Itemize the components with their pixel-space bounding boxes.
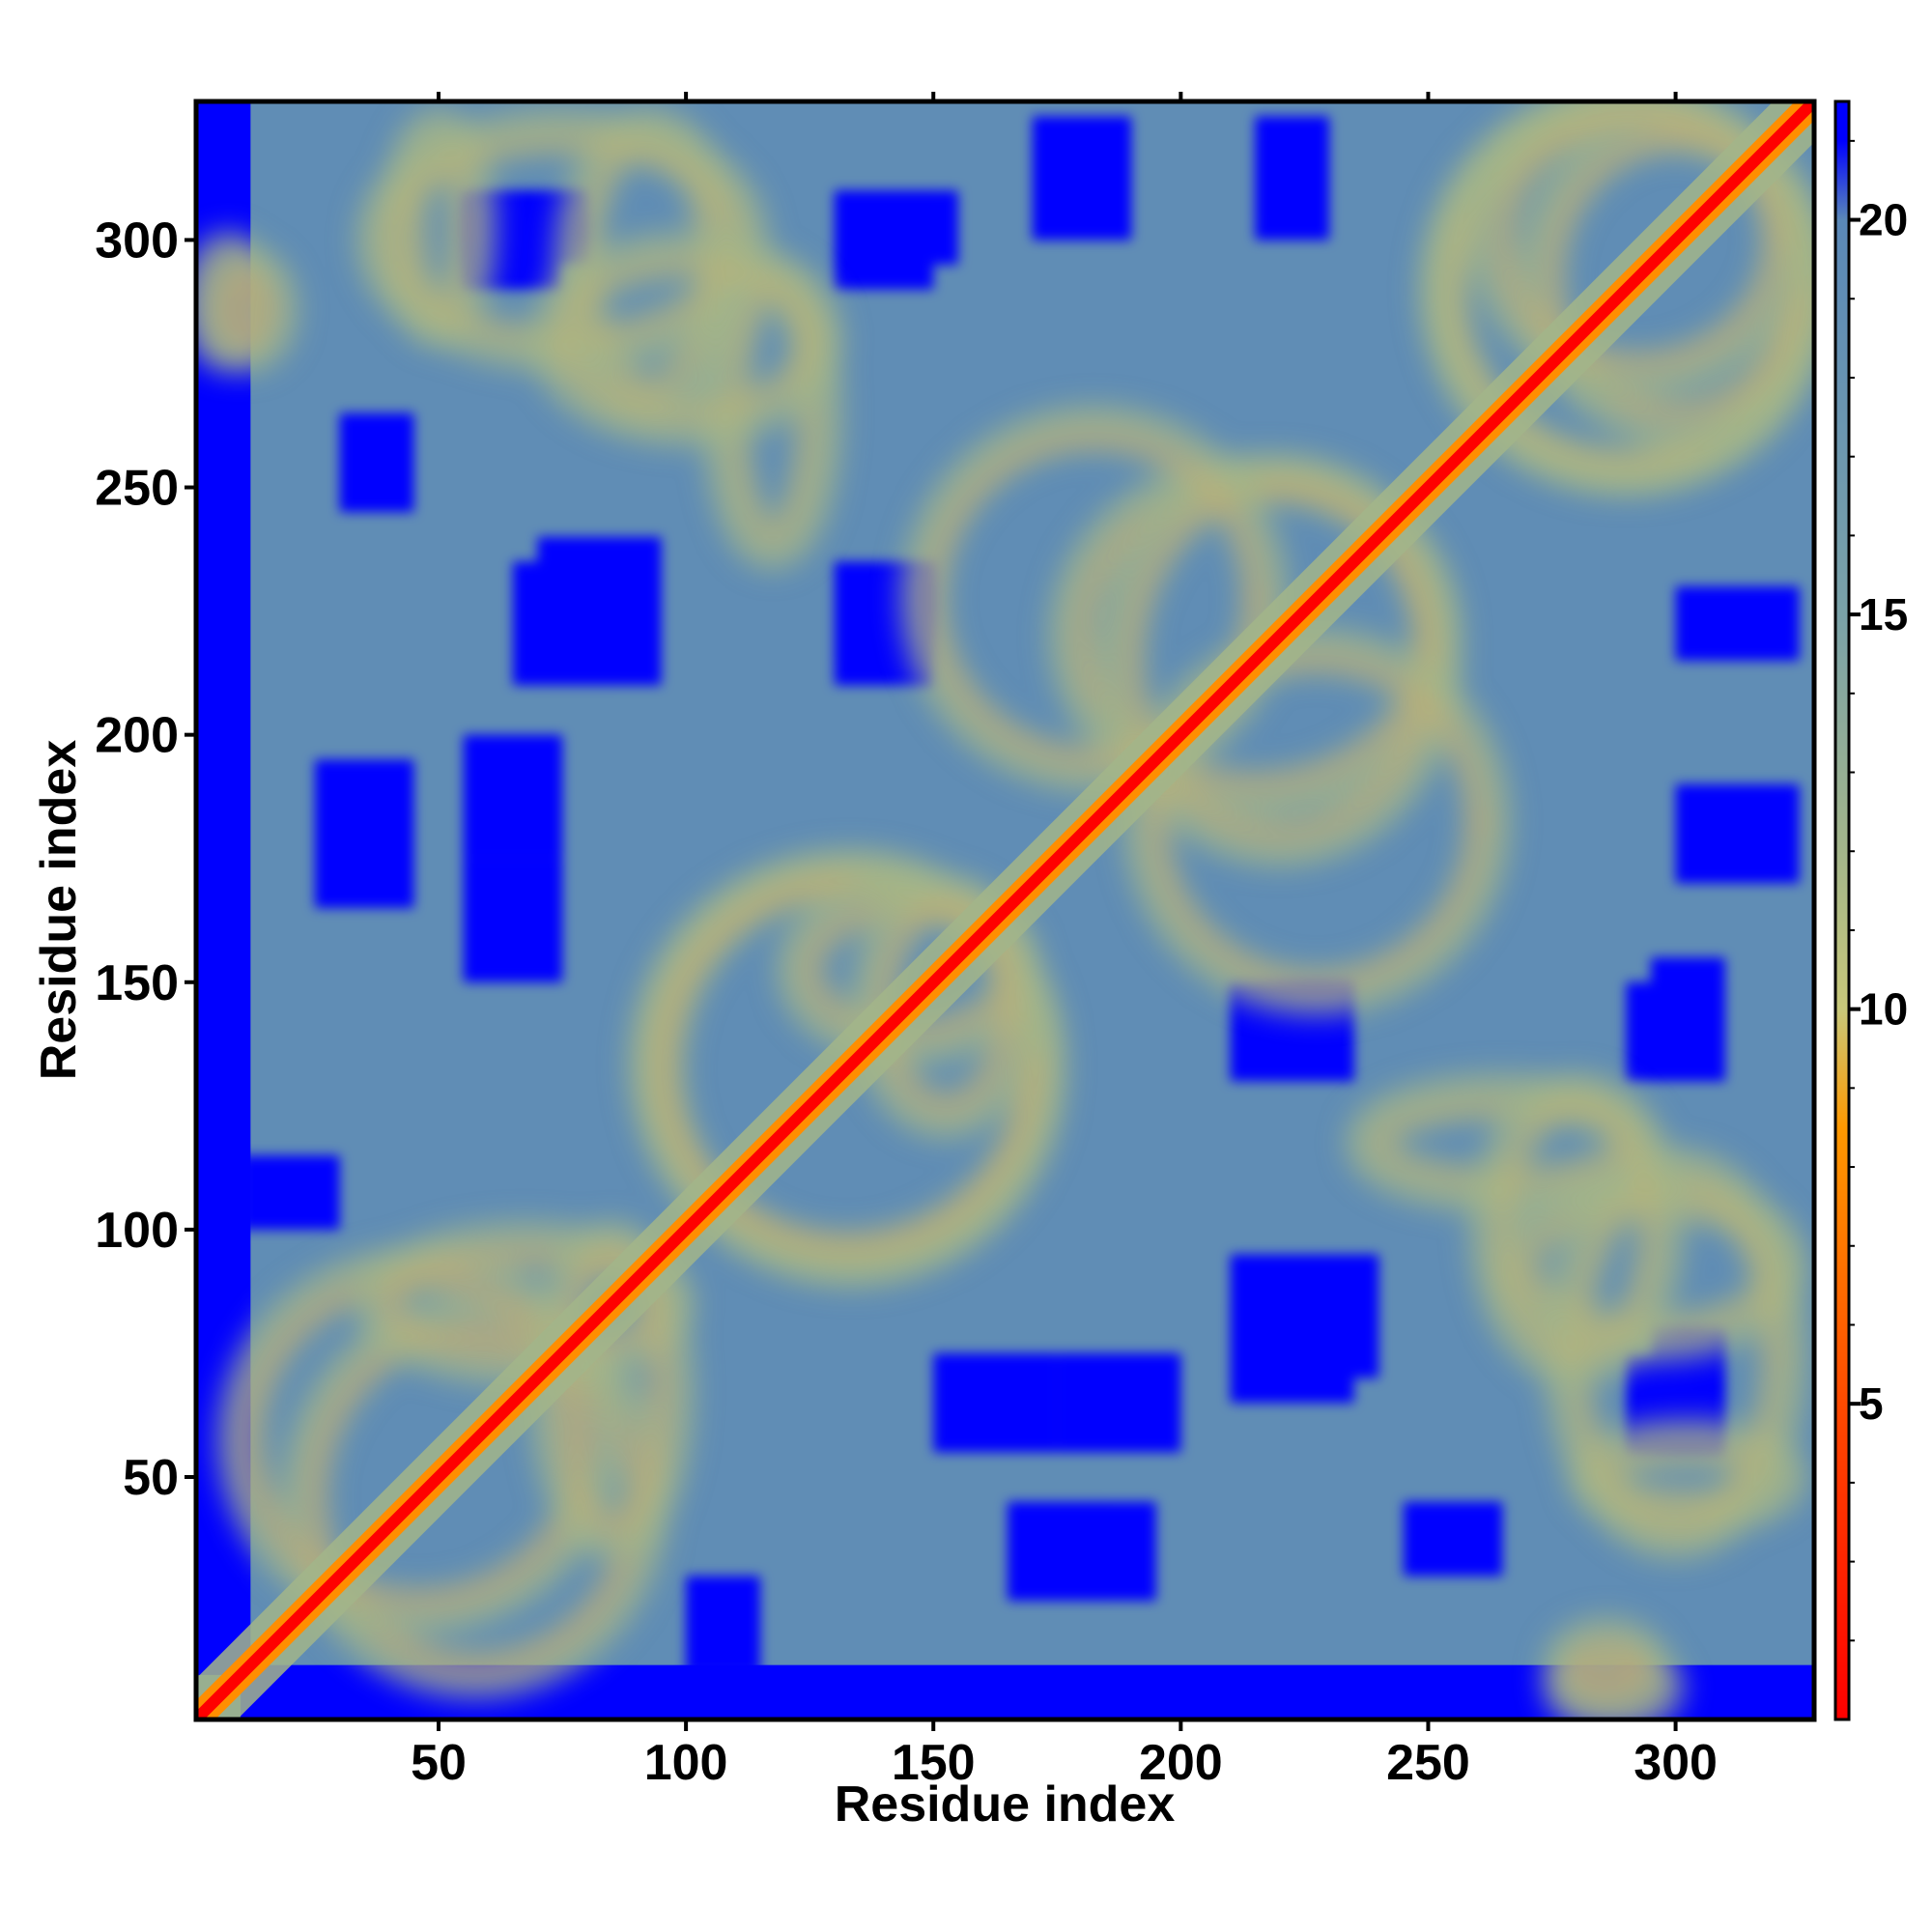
heatmap-plot-area <box>196 101 1814 1719</box>
diagonal-core <box>196 101 1814 1719</box>
contact-halo-4-mirror <box>1097 453 1463 868</box>
diagonal-layer <box>196 101 1814 1719</box>
far-region-14-mirror <box>1032 140 1132 241</box>
contact-region-14 <box>1572 1645 1641 1690</box>
x-tick-label-50: 50 <box>411 1735 467 1791</box>
far-region-15 <box>1675 585 1776 661</box>
y-tick-label-250: 250 <box>95 461 179 517</box>
colorbar-gradient <box>1833 99 1851 1721</box>
x-tick-label-150: 150 <box>892 1735 976 1791</box>
far-region-16 <box>1650 957 1725 1082</box>
contact-region-3-mirror <box>879 902 1013 1111</box>
far-region-10 <box>933 1352 1058 1453</box>
contact-halo-12-mirror <box>528 231 844 447</box>
contact-region-4-mirror <box>1126 482 1434 839</box>
x-tick-label-250: 250 <box>1386 1735 1470 1791</box>
y-axis: 50 100 150 200 250 300 <box>95 213 196 1506</box>
contact-halo-14-mirror <box>196 245 299 373</box>
far-region-10-mirror <box>463 858 563 982</box>
contact-halo-5 <box>1122 626 1512 1016</box>
x-tick-label-100: 100 <box>644 1735 728 1791</box>
far-region-12 <box>1255 1007 1354 1082</box>
y-tick-label-300: 300 <box>95 213 179 269</box>
far-region-7-mirror <box>1057 1352 1181 1453</box>
contact-halo-5-mirror <box>899 404 1290 794</box>
contact-halo-12 <box>1468 1071 1685 1387</box>
contact-region-5 <box>1151 655 1483 987</box>
colorbar-label-15: 15 <box>1859 589 1908 639</box>
colorbar-label-10: 10 <box>1859 984 1908 1035</box>
far-region-7 <box>463 734 563 859</box>
far-region-9 <box>1008 1501 1156 1602</box>
contact-region-12 <box>1497 1100 1656 1358</box>
colorbar-label-20: 20 <box>1859 195 1908 245</box>
far-distance-layer <box>241 116 1800 1675</box>
contact-halo-14 <box>1543 1616 1670 1719</box>
far-region-11-mirror <box>512 561 612 686</box>
far-region-18 <box>686 1576 760 1651</box>
y-tick-label-150: 150 <box>95 955 179 1011</box>
colorbar-ticks: 5 10 15 20 <box>1849 139 1908 1642</box>
y-tick-label-100: 100 <box>95 1203 179 1259</box>
contact-region-5-mirror <box>928 433 1261 765</box>
contact-region-7-mirror <box>1497 111 1780 369</box>
far-region-11 <box>1230 1303 1354 1404</box>
contact-region-14-mirror <box>225 274 270 344</box>
far-region-16-mirror <box>834 190 958 266</box>
plot-frame <box>193 99 1817 1722</box>
y-tick-label-50: 50 <box>123 1450 179 1506</box>
contact-region-1-mirror <box>557 1249 667 1532</box>
far-region-9-mirror <box>314 759 414 908</box>
far-region-17-mirror <box>339 412 414 513</box>
x-tick-label-200: 200 <box>1139 1735 1223 1791</box>
contact-halo-7-mirror <box>1468 101 1808 398</box>
y-axis-title: Residue index <box>31 740 87 1081</box>
x-tick-label-300: 300 <box>1634 1735 1718 1791</box>
far-region-17 <box>1403 1501 1503 1577</box>
far-region-14 <box>1675 783 1776 884</box>
colorbar-label-5: 5 <box>1859 1378 1884 1429</box>
contact-halo-2-mirror <box>627 849 1066 1279</box>
x-axis: 50 100 150 200 250 300 <box>411 92 1718 1791</box>
x-axis-title: Residue index <box>835 1776 1176 1833</box>
contact-region-layer <box>196 101 1814 1719</box>
colorbar: 5 10 15 20 <box>1833 99 1908 1721</box>
far-region-18-mirror <box>265 1155 340 1230</box>
contact-region-12-mirror <box>557 260 815 418</box>
far-region-15-mirror <box>1255 140 1330 241</box>
far-region-12-mirror <box>834 561 909 661</box>
y-tick-label-200: 200 <box>95 708 179 764</box>
